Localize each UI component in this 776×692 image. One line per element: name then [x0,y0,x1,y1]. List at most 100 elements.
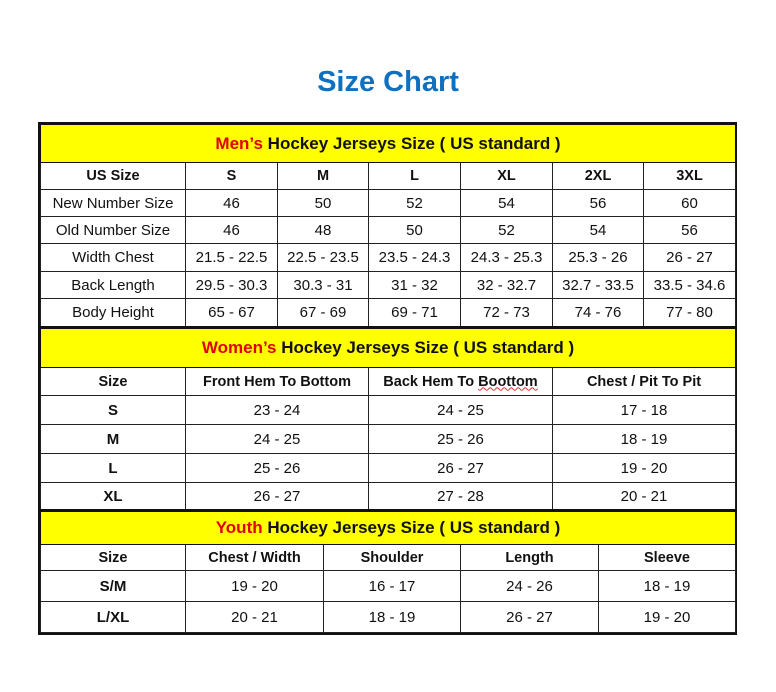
row-label: XL [40,482,186,511]
row-label: Body Height [40,298,186,327]
column-header: Sleeve [598,544,736,571]
column-header: Shoulder [323,544,461,571]
column-header-label: S [226,168,237,184]
womens-section: Women’s Hockey Jerseys Size ( US standar… [38,326,737,513]
page-title: Size Chart [317,66,459,98]
section-title-text: Hockey Jerseys Size ( US standard ) [262,518,561,537]
row-label: Old Number Size [40,216,186,244]
column-header-label: Sleeve [644,549,690,566]
column-header: Back Hem To Boottom [368,367,553,396]
table-cell: 56 [642,216,737,244]
table-cell: 26 - 27 [368,453,553,483]
column-header: Chest / Pit To Pit [551,367,737,396]
table-row: Body Height 65 - 67 67 - 69 69 - 71 72 - 73 7… [40,298,737,327]
table-cell: 19 - 20 [598,601,736,633]
table-cell: 31 - 32 [368,271,461,299]
row-label: S/M [40,570,186,602]
column-header: US Size [40,162,186,190]
table-cell: 20 - 21 [185,601,324,633]
section-title-highlight: Youth [215,518,263,537]
column-header-label: Length [505,549,554,566]
column-header: Length [460,544,599,571]
column-header-label: Size [98,549,128,566]
table-cell: 46 [185,216,278,244]
table-cell: 23.5 - 24.3 [368,243,461,272]
column-header: 2XL [552,162,644,190]
table-cell: 48 [277,216,369,244]
column-header: XL [460,162,553,190]
table-cell: 18 - 19 [323,601,461,633]
table-cell: 26 - 27 [460,601,599,633]
table-cell: 74 - 76 [552,298,644,327]
table-cell: 54 [460,189,553,217]
mens-size-table: Men’s Hockey Jerseys Size ( US standard … [39,124,737,327]
youth-size-table: Youth Hockey Jerseys Size ( US standard … [40,511,736,633]
row-label: Back Length [40,271,186,299]
table-cell: 67 - 69 [277,298,369,327]
table-cell: 65 - 67 [185,298,278,327]
column-header-label: Chest / Width [208,549,301,566]
table-row: Old Number Size 46 48 50 52 54 56 [40,216,737,244]
row-label: L [40,453,186,483]
table-cell: 26 - 27 [642,243,737,272]
table-cell: 19 - 20 [551,453,737,483]
table-cell: 72 - 73 [460,298,553,327]
column-header: S [185,162,278,190]
table-cell: 18 - 19 [598,570,736,602]
table-cell: 16 - 17 [323,570,461,602]
table-row: XL 26 - 27 27 - 28 20 - 21 [40,482,737,511]
table-cell: 50 [368,216,461,244]
table-cell: 21.5 - 22.5 [185,243,278,272]
table-row: Width Chest 21.5 - 22.5 22.5 - 23.5 23.5 - … [40,243,737,272]
table-cell: 26 - 27 [185,482,369,511]
column-header: Front Hem To Bottom [185,367,369,396]
table-cell: 56 [552,189,644,217]
table-cell: 29.5 - 30.3 [185,271,278,299]
column-header-label: Chest / Pit To Pit [586,373,702,390]
table-row: L 25 - 26 26 - 27 19 - 20 [40,453,737,483]
column-header: Size [40,367,186,396]
mens-section: Men’s Hockey Jerseys Size ( US standard … [38,122,737,329]
row-label: New Number Size [40,189,186,217]
table-cell: 54 [552,216,644,244]
mens-section-title: Men’s Hockey Jerseys Size ( US standard … [39,124,737,163]
youth-section-title: Youth Hockey Jerseys Size ( US standard … [40,511,736,545]
table-row: Back Length 29.5 - 30.3 30.3 - 31 31 - 32 32… [40,271,737,299]
womens-section-title: Women’s Hockey Jerseys Size ( US standar… [39,328,737,368]
column-header-label: XL [497,168,516,184]
table-row: S 23 - 24 24 - 25 17 - 18 [40,395,737,425]
youth-section: Youth Hockey Jerseys Size ( US standard … [38,509,737,635]
table-row: M 24 - 25 25 - 26 18 - 19 [40,424,737,454]
table-cell: 23 - 24 [185,395,369,425]
column-header-label: Shoulder [360,549,424,566]
section-title-highlight: Women’s [201,338,277,357]
section-title-text: Hockey Jerseys Size ( US standard ) [262,133,561,153]
table-cell: 17 - 18 [551,395,737,425]
row-label: L/XL [40,601,186,633]
column-header: L [368,162,461,190]
column-header: M [277,162,369,190]
table-cell: 20 - 21 [551,482,737,511]
column-header-label: Front Hem To Bottom [203,373,351,390]
column-header-label: Back Hem To Boottom [383,373,538,390]
table-cell: 46 [185,189,278,217]
table-cell: 24 - 25 [368,395,553,425]
column-header-label: 3XL [676,168,703,184]
table-cell: 18 - 19 [551,424,737,454]
table-cell: 60 [642,189,737,217]
table-cell: 32 - 32.7 [460,271,553,299]
table-cell: 24.3 - 25.3 [460,243,553,272]
table-cell: 32.7 - 33.5 [552,271,644,299]
column-header-label: M [316,168,330,184]
row-label: S [40,395,186,425]
table-cell: 22.5 - 23.5 [277,243,369,272]
column-header-label: 2XL [584,168,612,184]
table-cell: 25 - 26 [185,453,369,483]
table-row: S/M 19 - 20 16 - 17 24 - 26 18 - 19 [40,570,736,602]
column-header-label: US Size [86,168,140,184]
table-cell: 25 - 26 [368,424,553,454]
womens-size-table: Women’s Hockey Jerseys Size ( US standar… [39,328,737,511]
table-cell: 69 - 71 [368,298,461,327]
row-label: Width Chest [40,243,186,272]
table-cell: 50 [277,189,369,217]
